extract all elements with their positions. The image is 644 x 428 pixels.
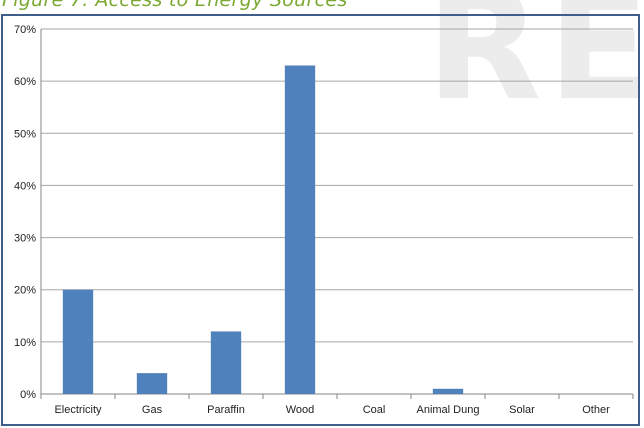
x-tick-label: Electricity [54,404,102,416]
y-tick-label: 40% [14,180,36,192]
y-tick-label: 0% [20,389,36,401]
x-tick-label: Coal [363,404,386,416]
x-tick-label: Paraffin [207,404,245,416]
watermark: RE [426,0,644,134]
x-tick-label: Other [582,404,610,416]
y-tick-label: 30% [14,233,36,245]
bar [284,65,316,394]
bar [210,331,242,394]
bar [432,388,464,394]
x-tick-label: Gas [142,404,163,416]
y-tick-label: 70% [14,24,36,36]
y-tick-label: 50% [14,128,36,140]
x-tick-label: Animal Dung [417,404,480,416]
bar [136,373,168,394]
y-tick-label: 60% [14,76,36,88]
figure-caption: Figure 7: Access to Energy Sources [2,0,348,11]
y-tick-label: 20% [14,285,36,297]
x-tick-label: Solar [509,404,535,416]
y-tick-label: 10% [14,337,36,349]
x-tick-label: Wood [286,404,315,416]
chart-frame [1,14,640,426]
bar [62,289,94,394]
